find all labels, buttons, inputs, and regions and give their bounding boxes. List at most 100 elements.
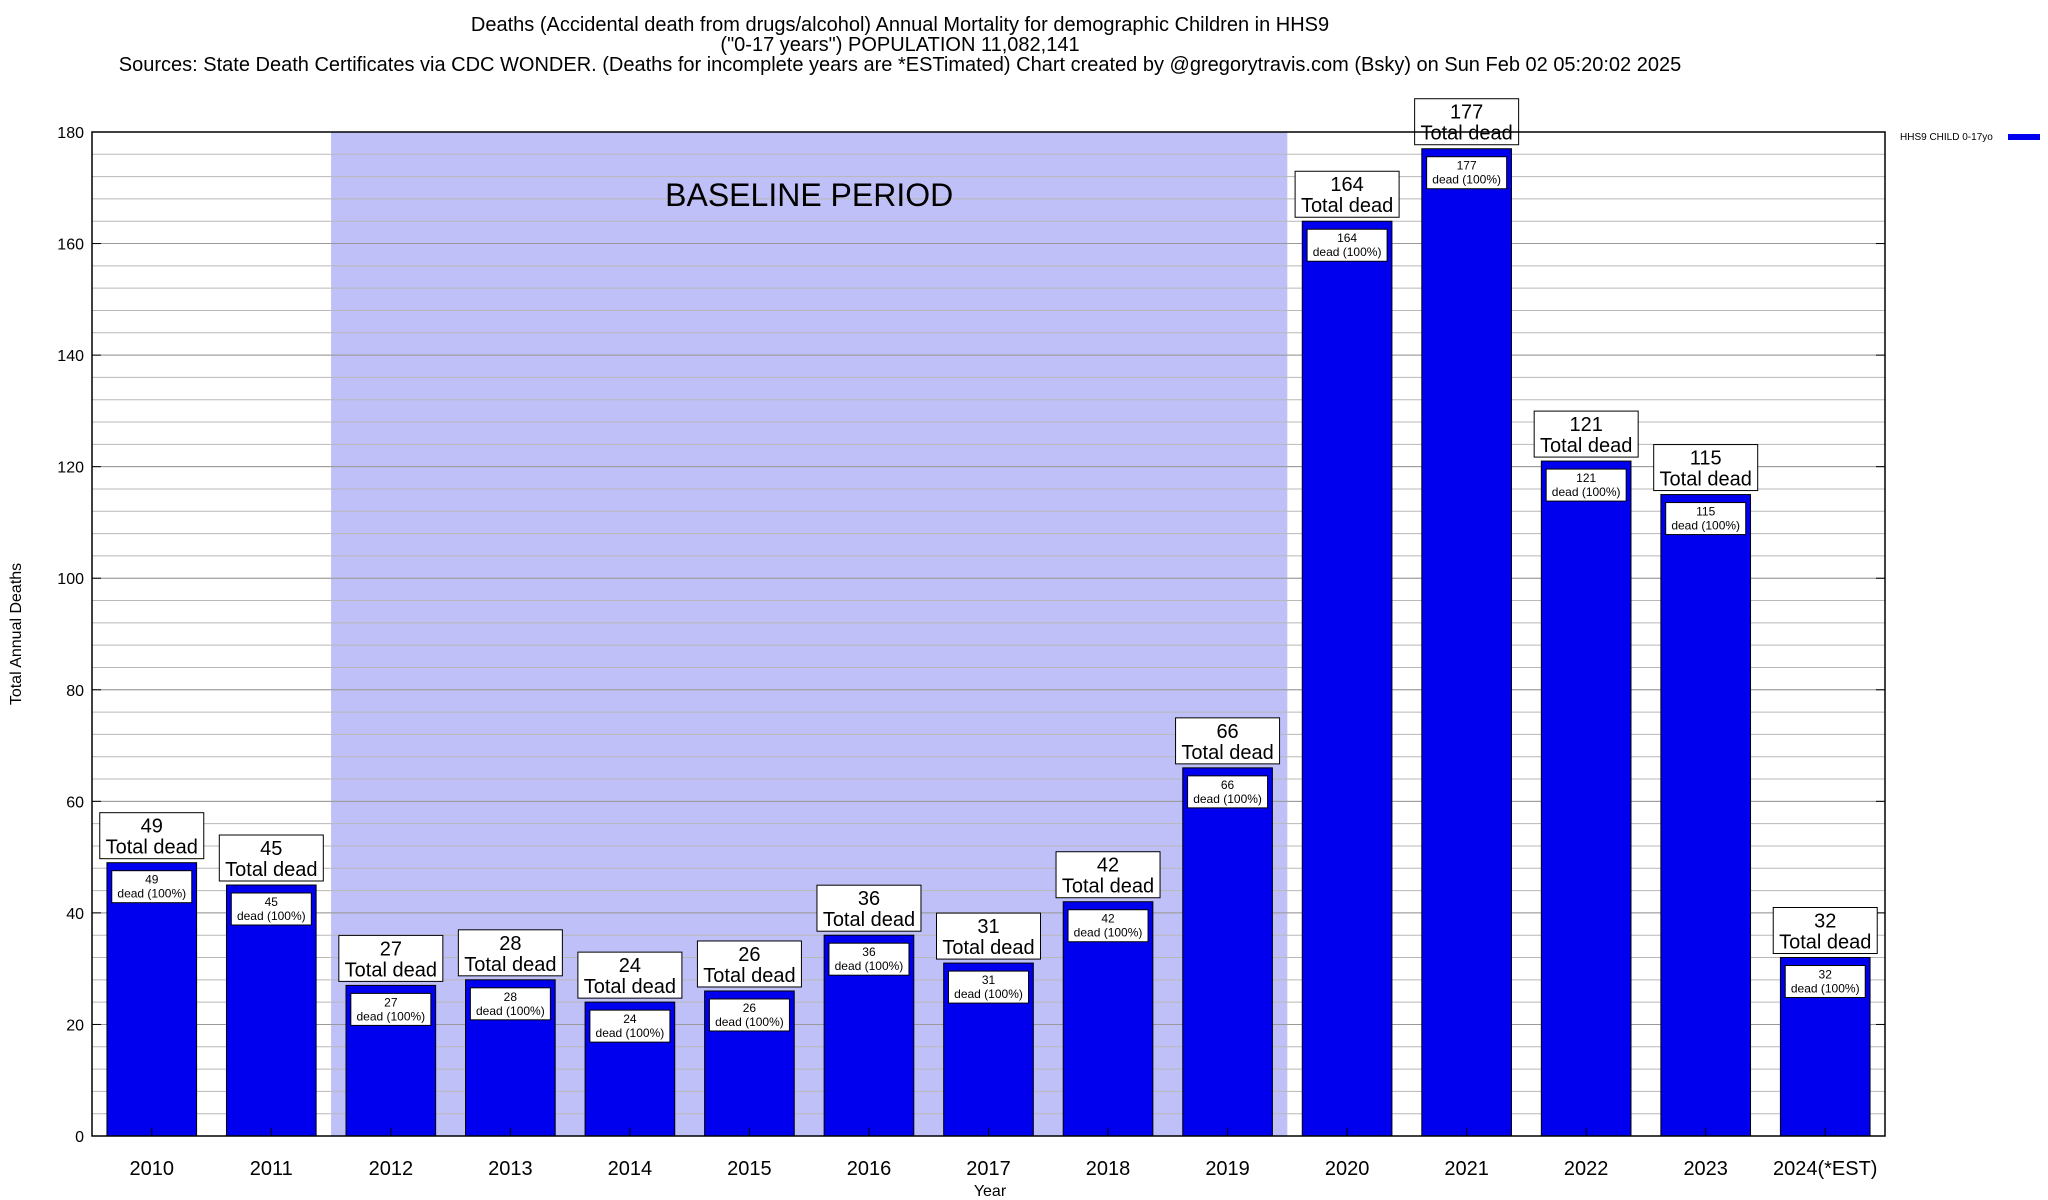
bar-inner-label-box xyxy=(1784,965,1866,999)
bar-top-value-label: 164 xyxy=(1330,174,1363,196)
bar-top-value-label: 32 xyxy=(1814,911,1836,933)
bar-inner-label-box xyxy=(469,987,551,1021)
bar-inner-label-box xyxy=(1426,156,1508,190)
x-tick-label: 2020 xyxy=(1325,1158,1370,1180)
bar-inner-label-box xyxy=(1545,468,1627,502)
bar-top-value-label: 121 xyxy=(1569,414,1602,436)
bar-inner-value-label: 164 xyxy=(1337,231,1357,245)
y-tick-label: 0 xyxy=(75,1129,84,1146)
bar-inner-percent-label: dead (100%) xyxy=(1313,245,1382,259)
chart-title-line-1: Deaths (Accidental death from drugs/alco… xyxy=(470,14,1330,36)
bar-inner-percent-label: dead (100%) xyxy=(1791,982,1860,996)
bar-inner-label-box xyxy=(1306,228,1388,262)
bar-top-value-label: 66 xyxy=(1216,721,1238,743)
bar xyxy=(1301,220,1393,1137)
bar-top-label-box xyxy=(577,951,683,999)
bar-inner-label-box xyxy=(1187,775,1269,809)
x-tick-label: 2016 xyxy=(847,1158,892,1180)
legend-label: HHS9 CHILD 0-17yo xyxy=(1900,132,1993,143)
bar-top-total-label: Total dead xyxy=(1779,932,1871,954)
bar-inner-label-box xyxy=(589,1009,671,1043)
bar-top-total-label: Total dead xyxy=(584,976,676,998)
bar-inner-percent-label: dead (100%) xyxy=(1074,926,1143,940)
bar-top-value-label: 42 xyxy=(1097,855,1119,877)
bar-top-total-label: Total dead xyxy=(345,959,437,981)
bar-top-label-box xyxy=(338,934,444,982)
bar-top-total-label: Total dead xyxy=(1181,742,1273,764)
bar-top-value-label: 24 xyxy=(619,955,641,977)
plot-frame xyxy=(91,131,1886,1137)
bar-inner-label-box xyxy=(111,870,193,904)
bar-top-label-box xyxy=(1414,98,1520,146)
bar-inner-value-label: 27 xyxy=(384,995,398,1009)
chart-title-line-3: Sources: State Death Certificates via CD… xyxy=(118,54,1682,76)
x-tick-label: 2012 xyxy=(369,1158,414,1180)
bar-top-label-box xyxy=(1533,410,1639,458)
bar-top-label-box xyxy=(936,912,1041,960)
bar-top-label-box xyxy=(1653,444,1759,492)
bar-inner-label-box xyxy=(948,970,1029,1004)
bar xyxy=(1540,460,1632,1137)
bar-top-label-box xyxy=(1055,851,1161,899)
x-tick-label: 2022 xyxy=(1564,1158,1609,1180)
bar-top-value-label: 31 xyxy=(977,916,999,938)
bar-top-value-label: 115 xyxy=(1690,448,1722,470)
bar-inner-value-label: 121 xyxy=(1576,471,1596,485)
x-tick-label: 2013 xyxy=(488,1158,533,1180)
bar-top-total-label: Total dead xyxy=(1301,195,1393,217)
x-axis-label: Year xyxy=(974,1183,1007,1200)
x-tick-label: 2021 xyxy=(1444,1158,1489,1180)
bar-top-label-box xyxy=(1772,907,1878,955)
legend-swatch xyxy=(2008,134,2040,140)
bar-inner-percent-label: dead (100%) xyxy=(1552,485,1621,499)
y-tick-label: 140 xyxy=(57,348,84,365)
bar-inner-percent-label: dead (100%) xyxy=(1671,519,1740,533)
x-tick-label: 2011 xyxy=(250,1158,293,1180)
bar-inner-percent-label: dead (100%) xyxy=(596,1026,665,1040)
bar-top-total-label: Total dead xyxy=(1062,876,1154,898)
bar-inner-percent-label: dead (100%) xyxy=(356,1009,425,1023)
y-axis-label: Total Annual Deaths xyxy=(8,563,25,705)
bar-top-total-label: Total dead xyxy=(1540,435,1632,457)
y-tick-label: 80 xyxy=(66,683,84,700)
bar-top-label-box xyxy=(457,929,563,977)
y-tick-label: 60 xyxy=(66,794,84,811)
bar-top-label-box xyxy=(816,884,922,932)
bar-top-value-label: 36 xyxy=(858,888,880,910)
bar-top-total-label: Total dead xyxy=(823,909,915,931)
x-tick-label: 2015 xyxy=(727,1158,772,1180)
bar-top-total-label: Total dead xyxy=(942,937,1034,959)
y-tick-label: 180 xyxy=(57,125,84,142)
bar-top-label-box xyxy=(1175,717,1281,765)
bar-inner-label-box xyxy=(1067,909,1149,943)
bar-inner-value-label: 49 xyxy=(145,873,159,887)
bar-inner-label-box xyxy=(828,942,910,976)
bar-inner-value-label: 42 xyxy=(1101,912,1115,926)
bar-inner-value-label: 45 xyxy=(265,895,279,909)
bar-inner-percent-label: dead (100%) xyxy=(954,987,1023,1001)
bar-inner-value-label: 31 xyxy=(982,973,996,987)
bar-top-label-box xyxy=(1294,170,1400,218)
bar-inner-percent-label: dead (100%) xyxy=(1193,792,1262,806)
x-tick-label: 2024(*EST) xyxy=(1773,1158,1878,1180)
bar-top-total-label: Total dead xyxy=(225,859,317,881)
x-tick-label: 2014 xyxy=(608,1158,653,1180)
bar xyxy=(1182,767,1273,1137)
bar-top-value-label: 49 xyxy=(141,816,163,838)
bar-top-total-label: Total dead xyxy=(1660,469,1752,491)
baseline-period-label: BASELINE PERIOD xyxy=(665,177,953,213)
bar-top-total-label: Total dead xyxy=(106,837,198,859)
bar-top-value-label: 27 xyxy=(380,938,402,960)
bar xyxy=(106,862,198,1137)
bar-top-label-box xyxy=(218,834,324,882)
bar xyxy=(1421,148,1512,1137)
bar-top-total-label: Total dead xyxy=(464,954,556,976)
bar-top-value-label: 26 xyxy=(738,944,760,966)
bar-inner-percent-label: dead (100%) xyxy=(715,1015,784,1029)
bar-inner-label-box xyxy=(230,892,312,926)
bar-inner-value-label: 36 xyxy=(862,945,876,959)
bar-inner-label-box xyxy=(1665,502,1747,536)
bar-inner-value-label: 177 xyxy=(1457,159,1477,173)
bar-top-total-label: Total dead xyxy=(703,965,795,987)
